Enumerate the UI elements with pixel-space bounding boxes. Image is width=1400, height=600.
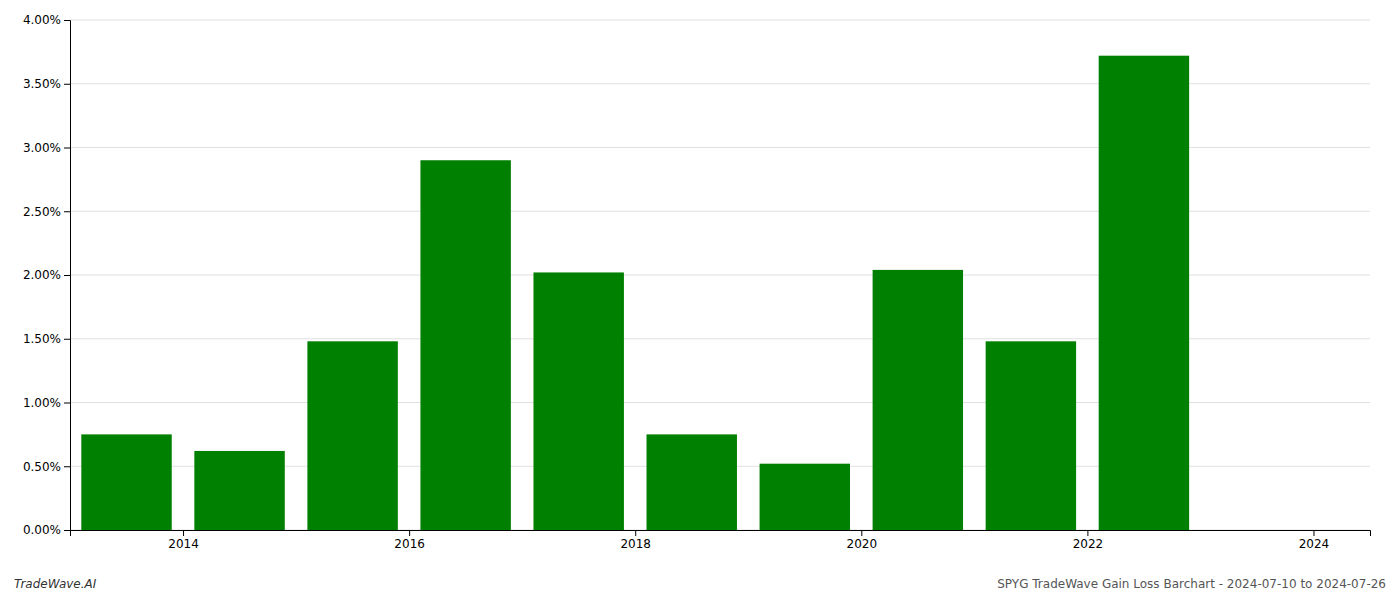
- y-tick: 1.50%: [23, 332, 70, 346]
- y-tick-mark: [64, 211, 70, 212]
- bars: [81, 56, 1189, 530]
- y-tick: 0.50%: [23, 460, 70, 474]
- y-tick-mark: [64, 466, 70, 467]
- y-tick-label: 2.00%: [23, 268, 61, 282]
- y-tick: 2.00%: [23, 268, 70, 282]
- x-tick-label: 2024: [1299, 537, 1330, 551]
- x-tick: 2020: [847, 530, 878, 551]
- y-tick-label: 1.00%: [23, 396, 61, 410]
- y-tick: 2.50%: [23, 205, 70, 219]
- y-tick-mark: [64, 339, 70, 340]
- x-tick: 2024: [1299, 530, 1330, 551]
- bar: [986, 341, 1076, 530]
- bar: [194, 451, 284, 530]
- y-tick-mark: [64, 148, 70, 149]
- y-tick-label: 3.00%: [23, 141, 61, 155]
- bar: [420, 160, 510, 530]
- x-tick-label: 2020: [847, 537, 878, 551]
- bar: [533, 272, 623, 530]
- x-tick-label: 2016: [394, 537, 425, 551]
- y-tick-mark: [64, 403, 70, 404]
- grid-line: [70, 20, 1370, 21]
- x-tick-mark: [1313, 530, 1314, 536]
- y-tick-label: 2.50%: [23, 205, 61, 219]
- x-tick: 2018: [620, 530, 651, 551]
- x-tick-mark: [1087, 530, 1088, 536]
- y-tick: 4.00%: [23, 13, 70, 27]
- y-tick-mark: [64, 275, 70, 276]
- y-tick-label: 3.50%: [23, 77, 61, 91]
- x-tick: 2022: [1073, 530, 1104, 551]
- x-tick-mark: [409, 530, 410, 536]
- bar: [760, 464, 850, 530]
- x-tick-mark: [861, 530, 862, 536]
- bar: [81, 434, 171, 530]
- grid: [70, 20, 1370, 530]
- y-tick: 0.00%: [23, 523, 70, 537]
- x-tick: 2016: [394, 530, 425, 551]
- x-axis: 2014 2016 2018 2020 2022 2024: [71, 530, 1371, 551]
- footer-left: TradeWave.AI: [14, 577, 97, 591]
- y-tick: 1.00%: [23, 396, 70, 410]
- x-tick: 2014: [168, 530, 199, 551]
- y-axis: 0.00% 0.50% 1.00% 1.50% 2.00% 2.50% 3.00% 3.50%…: [23, 13, 71, 537]
- x-axis-line: [71, 531, 1371, 537]
- bar: [873, 270, 963, 530]
- y-tick-label: 1.50%: [23, 332, 61, 346]
- x-tick-label: 2022: [1073, 537, 1104, 551]
- y-tick-label: 4.00%: [23, 13, 61, 27]
- footer-right: SPYG TradeWave Gain Loss Barchart - 2024…: [997, 577, 1386, 591]
- y-tick-mark: [64, 84, 70, 85]
- y-tick-label: 0.00%: [23, 523, 61, 537]
- bar: [1099, 56, 1189, 530]
- y-tick: 3.50%: [23, 77, 70, 91]
- y-tick-label: 0.50%: [23, 460, 61, 474]
- bar: [307, 341, 397, 530]
- x-tick-label: 2014: [168, 537, 199, 551]
- plot: 2014 2016 2018 2020 2022 2024 0.00% 0.50% 1.00% 1…: [23, 13, 1371, 550]
- x-tick-label: 2018: [620, 537, 651, 551]
- x-tick-mark: [635, 530, 636, 536]
- x-tick-mark: [183, 530, 184, 536]
- y-tick: 3.00%: [23, 141, 70, 155]
- y-tick-mark: [64, 20, 70, 21]
- y-axis-line: [64, 21, 71, 531]
- chart: 2014 2016 2018 2020 2022 2024 0.00% 0.50% 1.00% 1…: [0, 0, 1400, 600]
- y-tick-mark: [64, 530, 70, 531]
- bar: [647, 434, 737, 530]
